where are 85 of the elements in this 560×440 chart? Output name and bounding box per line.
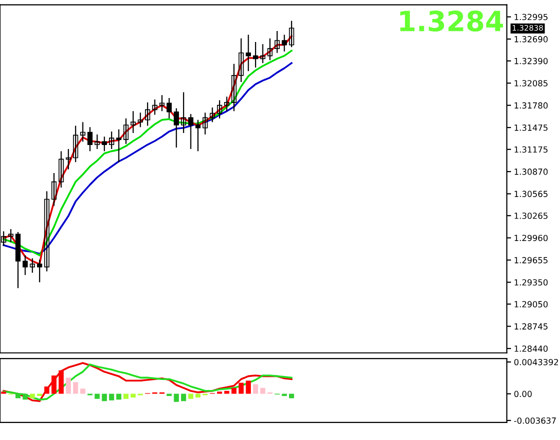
candlestick bbox=[123, 118, 129, 144]
bar bbox=[181, 394, 186, 402]
bar bbox=[66, 378, 71, 394]
bar bbox=[80, 388, 86, 394]
bar bbox=[195, 394, 200, 398]
candlestick bbox=[73, 125, 78, 163]
bar bbox=[253, 384, 258, 394]
bar bbox=[224, 390, 230, 394]
text: 1.3284 bbox=[400, 10, 503, 32]
candlestick bbox=[44, 190, 50, 272]
y-tick-label: 1.28745 bbox=[514, 323, 548, 330]
candlestick bbox=[282, 34, 287, 52]
bar bbox=[246, 380, 251, 394]
candlestick bbox=[274, 30, 280, 54]
y-tick-label: -0.003637 bbox=[514, 417, 556, 424]
candlestick bbox=[8, 228, 14, 243]
y-tick-label: 1.29960 bbox=[514, 234, 548, 242]
bar bbox=[102, 394, 107, 402]
bar bbox=[123, 394, 128, 399]
candlestick bbox=[130, 110, 136, 134]
bar bbox=[73, 382, 78, 394]
candlestick bbox=[224, 96, 230, 112]
bar bbox=[22, 394, 28, 400]
y-tick-label: 1.31475 bbox=[514, 124, 548, 131]
bar bbox=[174, 394, 179, 402]
candlestick bbox=[138, 112, 143, 128]
candlestick bbox=[22, 254, 28, 276]
bar bbox=[15, 394, 21, 398]
y-tick-label: 1.31780 bbox=[514, 102, 548, 109]
bar bbox=[260, 388, 266, 394]
candlestick bbox=[195, 119, 201, 152]
candlestick bbox=[102, 136, 107, 152]
y-tick-label: 1.32390 bbox=[514, 58, 548, 64]
candlestick bbox=[231, 63, 237, 112]
y-tick-label: 1.30870 bbox=[514, 168, 548, 175]
candlestick bbox=[80, 122, 86, 142]
y-tick-label: 1.30565 bbox=[514, 190, 548, 198]
candlestick bbox=[174, 108, 179, 148]
candlestick bbox=[152, 98, 158, 116]
y-tick-label: 1.29050 bbox=[514, 301, 548, 308]
candlestick bbox=[267, 38, 273, 61]
candlestick bbox=[159, 94, 165, 112]
bar bbox=[94, 394, 100, 399]
y-tick-label: 1.32995 bbox=[514, 14, 548, 20]
y-tick-label: 1.29350 bbox=[514, 279, 548, 286]
y-tick-label: 1.28440 bbox=[514, 345, 548, 352]
candlestick bbox=[210, 106, 215, 123]
candlestick bbox=[87, 126, 93, 152]
candlestick bbox=[288, 20, 294, 48]
y-tick-label: 1.30265 bbox=[514, 212, 548, 219]
candlestick bbox=[51, 172, 57, 206]
y-tick-label: 0.0043392 bbox=[514, 358, 558, 366]
candlestick bbox=[238, 38, 244, 83]
candlestick bbox=[109, 130, 114, 150]
bar bbox=[289, 394, 294, 398]
candlestick bbox=[252, 41, 258, 68]
candlestick bbox=[180, 92, 186, 134]
y-tick-label: 1.32085 bbox=[514, 80, 548, 86]
y-tick-label: 1.32690 bbox=[514, 36, 548, 42]
bar bbox=[44, 386, 50, 394]
candlestick bbox=[144, 102, 150, 126]
y-tick-label: 1.29655 bbox=[514, 257, 548, 264]
candlestick bbox=[246, 34, 251, 72]
bar bbox=[116, 394, 122, 400]
candlestick bbox=[202, 112, 208, 135]
y-tick-label: 1.31175 bbox=[514, 146, 548, 153]
candlestick bbox=[37, 259, 42, 283]
bar bbox=[188, 394, 194, 399]
candlestick bbox=[188, 114, 194, 150]
bar bbox=[238, 382, 244, 394]
candlestick bbox=[116, 128, 122, 163]
bar bbox=[58, 370, 64, 394]
candlestick bbox=[216, 100, 222, 119]
candlestick bbox=[58, 150, 64, 188]
bar bbox=[109, 394, 114, 400]
candlestick bbox=[260, 44, 266, 64]
bar bbox=[231, 388, 236, 394]
y-tick-label: 0.00 bbox=[514, 390, 532, 398]
candlestick bbox=[30, 258, 35, 274]
bar bbox=[130, 394, 136, 398]
candlestick bbox=[166, 97, 172, 119]
bar bbox=[51, 375, 57, 394]
bar bbox=[30, 394, 35, 398]
candlestick bbox=[94, 134, 100, 150]
candlestick bbox=[66, 148, 71, 170]
